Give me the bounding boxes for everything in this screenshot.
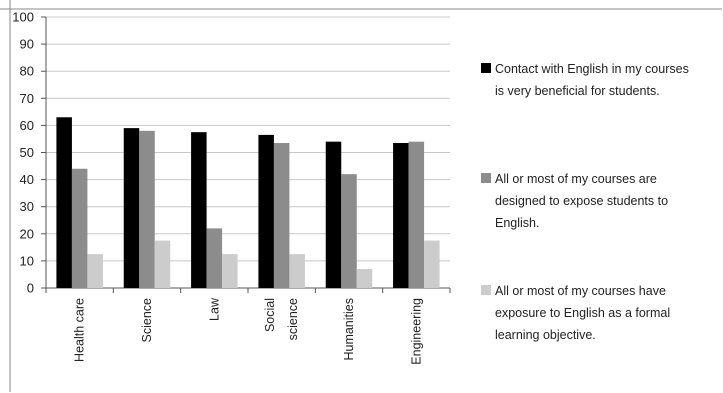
legend-label: All or most of my courses have	[495, 284, 666, 298]
legend-label: exposure to English as a formal	[495, 306, 670, 320]
legend-label: is very beneficial for students.	[495, 84, 660, 98]
legend-label: English.	[495, 216, 539, 230]
y-tick-label: 80	[20, 64, 34, 79]
x-category-label: Humanities	[342, 298, 356, 361]
bar-series-3-2	[222, 254, 238, 288]
bar-series-2-1	[139, 130, 155, 288]
bar-series-1-3	[258, 134, 274, 288]
bar-series-2-2	[206, 228, 223, 288]
legend-label: Contact with English in my courses	[495, 62, 689, 76]
bar-series-1-1	[123, 128, 140, 288]
bar-series-3-4	[356, 269, 373, 288]
bar-series-1-0	[56, 117, 72, 289]
legend-swatch-1	[481, 63, 491, 73]
y-tick-label: 100	[12, 10, 34, 25]
legend-swatch-3	[481, 285, 491, 295]
y-tick-label: 70	[20, 91, 34, 106]
bar-series-3-3	[289, 254, 305, 288]
bar-series-2-3	[273, 143, 290, 288]
x-category-label: Law	[207, 297, 221, 321]
bar-series-1-4	[325, 141, 342, 288]
legend-label: All or most of my courses are	[495, 172, 657, 186]
bar-series-1-2	[191, 132, 207, 288]
legend-label: learning objective.	[495, 328, 596, 342]
y-tick-label: 60	[20, 118, 34, 133]
x-category-label: Health care	[73, 298, 87, 362]
y-tick-label: 50	[20, 145, 34, 160]
x-category-label: Social	[263, 298, 277, 332]
bar-series-3-0	[87, 254, 103, 288]
bar-series-3-5	[424, 240, 440, 288]
legend-swatch-2	[481, 173, 491, 183]
y-tick-label: 90	[20, 37, 34, 52]
bar-series-2-5	[408, 141, 425, 288]
bar-series-1-5	[393, 143, 409, 288]
y-tick-label: 40	[20, 172, 34, 187]
x-category-label: science	[286, 298, 300, 340]
y-tick-label: 30	[20, 199, 34, 214]
legend-label: designed to expose students to	[495, 194, 668, 208]
bar-series-2-0	[71, 168, 88, 288]
y-tick-label: 20	[20, 226, 34, 241]
x-category-label: Engineering	[409, 298, 423, 365]
x-category-label: Science	[140, 298, 154, 343]
bar-series-2-4	[341, 174, 357, 288]
bar-series-3-1	[154, 240, 171, 288]
y-tick-label: 10	[20, 253, 34, 268]
y-tick-label: 0	[27, 281, 34, 296]
